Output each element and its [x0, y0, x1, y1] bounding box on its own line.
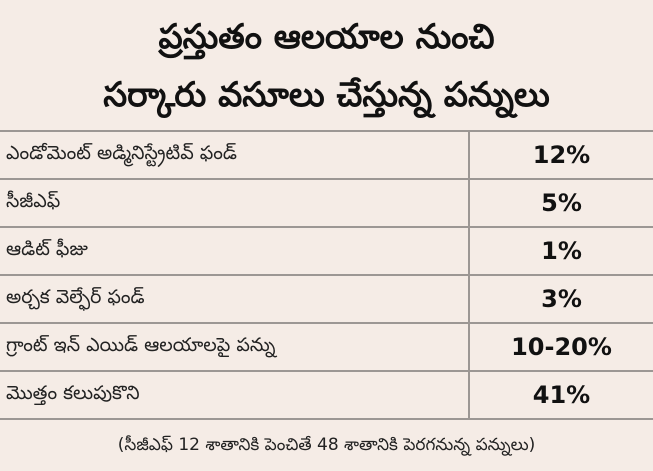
table-row: అర్చక వెల్ఫేర్ ఫండ్ 3% — [0, 274, 653, 323]
row-value: 10-20% — [468, 322, 653, 371]
row-value: 41% — [468, 370, 653, 420]
row-value: 12% — [468, 130, 653, 179]
title-line-2: సర్కారు వసూలు చేస్తున్న పన్నులు — [103, 75, 550, 115]
row-label: ఆడిట్ ఫీజు — [0, 226, 469, 275]
table-row: మొత్తం కలుపుకొని 41% — [0, 370, 653, 420]
row-label: సీజీఎఫ్ — [0, 178, 469, 227]
row-value: 3% — [468, 274, 653, 323]
row-value: 1% — [468, 226, 653, 275]
table-row: ఎండోమెంట్ అడ్మినిస్ట్రేటివ్ ఫండ్ 12% — [0, 130, 653, 179]
row-value: 5% — [468, 178, 653, 227]
page-title: ప్రస్తుతం ఆలయాల నుంచి సర్కారు వసూలు చేస్… — [0, 8, 653, 124]
table-row: సీజీఎఫ్ 5% — [0, 178, 653, 227]
row-label: ఎండోమెంట్ అడ్మినిస్ట్రేటివ్ ఫండ్ — [0, 130, 469, 179]
row-label: అర్చక వెల్ఫేర్ ఫండ్ — [0, 274, 469, 323]
row-label: గ్రాంట్ ఇన్ ఎయిడ్ ఆలయాలపై పన్ను — [0, 322, 469, 371]
table-row: గ్రాంట్ ఇన్ ఎయిడ్ ఆలయాలపై పన్ను 10-20% — [0, 322, 653, 371]
tax-table: ఎండోమెంట్ అడ్మినిస్ట్రేటివ్ ఫండ్ 12% సీజ… — [0, 130, 653, 420]
table-row: ఆడిట్ ఫీజు 1% — [0, 226, 653, 275]
footnote: (సీజీఎఫ్ 12 శాతానికి పెంచితే 48 శాతానికి… — [117, 435, 536, 455]
title-line-1: ప్రస్తుతం ఆలయాల నుంచి — [158, 17, 495, 57]
row-label: మొత్తం కలుపుకొని — [0, 370, 469, 420]
